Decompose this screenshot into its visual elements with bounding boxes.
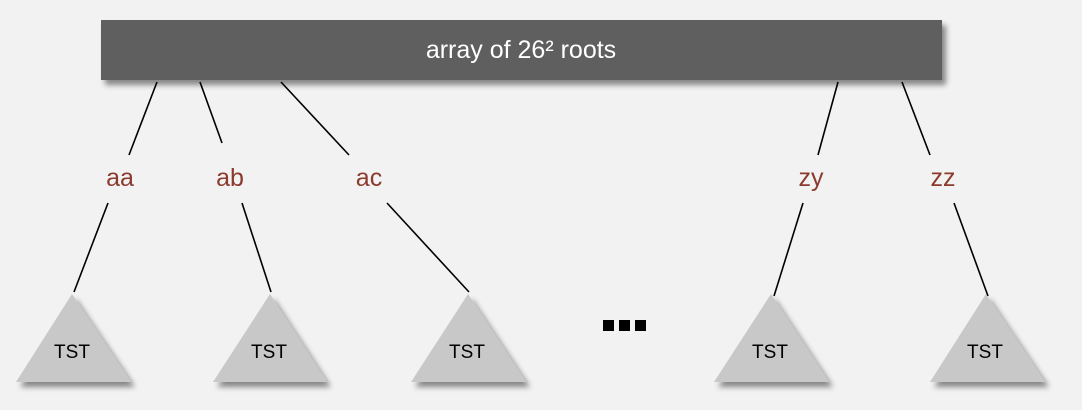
edge-label-ab: ab [216, 164, 244, 192]
edge-zy-lower-line [773, 202, 804, 297]
edge-zz-lower-line [953, 202, 989, 297]
subtrie-triangle [411, 294, 526, 382]
edge-label-zz: zz [931, 164, 956, 192]
ellipsis-dot [619, 320, 630, 331]
subtrie-label: TST [967, 342, 1003, 363]
edge-zy-upper-line [817, 81, 839, 156]
edge-aa-lower-line [73, 202, 109, 293]
subtrie-label: TST [54, 342, 90, 363]
edge-label-aa: aa [106, 164, 134, 192]
subtries: TST TST TST TST TST [16, 294, 1045, 382]
edge-ac-lower-line [386, 202, 470, 293]
edge-label-zy: zy [799, 164, 825, 192]
subtrie-label: TST [251, 342, 287, 363]
ellipsis-icon [603, 320, 646, 331]
subtrie-triangle [213, 294, 327, 382]
root-array-box [101, 20, 942, 80]
subtrie-triangle [930, 294, 1045, 382]
subtrie-triangle [714, 294, 829, 382]
edge-label-ac: ac [356, 164, 382, 192]
subtrie-label: TST [449, 342, 485, 363]
subtrie-label: TST [752, 342, 788, 363]
subtrie-zz: TST [930, 294, 1045, 382]
edge-ab-upper-line [199, 81, 223, 144]
edge-ab-lower-line [241, 202, 272, 293]
edge-lines [73, 81, 989, 297]
subtrie-ab: TST [213, 294, 327, 382]
subtrie-zy: TST [714, 294, 829, 382]
ellipsis-dot [635, 320, 646, 331]
edge-aa-upper-line [128, 81, 158, 156]
edge-zz-upper-line [901, 81, 931, 156]
edge-ac-upper-line [280, 81, 350, 156]
subtrie-triangle [16, 294, 131, 382]
subtrie-ac: TST [411, 294, 526, 382]
root-array: array of 26² roots [101, 20, 942, 80]
subtrie-aa: TST [16, 294, 131, 382]
root-array-label: array of 26² roots [426, 36, 616, 64]
edge-labels: aa ab ac zy zz [106, 164, 955, 192]
ellipsis-dot [603, 320, 614, 331]
